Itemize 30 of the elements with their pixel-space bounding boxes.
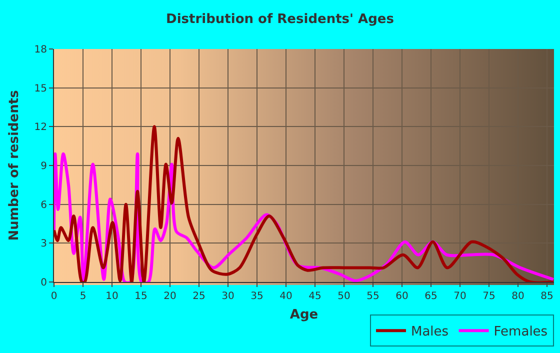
y-tick-label: 9 [40, 161, 47, 172]
x-tick-label: 5 [80, 291, 86, 302]
x-tick-label: 25 [192, 291, 206, 302]
y-tick-label: 15 [34, 83, 47, 94]
x-tick-label: 70 [454, 291, 466, 302]
y-axis-title: Number of residents [7, 90, 22, 241]
x-tick-label: 80 [512, 291, 524, 302]
y-tick-label: 3 [40, 238, 47, 250]
x-tick-label: 65 [424, 291, 438, 302]
x-tick-label: 85 [540, 291, 554, 302]
x-tick-label: 50 [338, 291, 350, 302]
x-tick-label: 0 [50, 291, 58, 302]
x-tick-label: 75 [482, 291, 496, 302]
x-tick-label: 30 [222, 291, 234, 302]
x-tick-label: 35 [250, 291, 264, 302]
x-tick-label: 55 [366, 291, 380, 302]
chart-title: Distribution of Residents' Ages [166, 12, 394, 28]
x-tick-label: 20 [164, 291, 176, 302]
x-tick-label: 10 [106, 291, 118, 302]
x-tick-label: 15 [134, 291, 148, 302]
legend-label: Males [411, 324, 449, 340]
y-tick-label: 18 [34, 44, 47, 56]
x-tick-label: 60 [396, 291, 408, 302]
y-tick-label: 12 [34, 122, 47, 134]
y-tick-label: 6 [40, 200, 47, 211]
x-tick-label: 40 [280, 291, 292, 302]
y-tick-label: 0 [40, 278, 47, 288]
x-axis-title: Age [290, 308, 318, 323]
x-tick-label: 45 [308, 291, 322, 302]
legend-label: Females [494, 324, 548, 340]
